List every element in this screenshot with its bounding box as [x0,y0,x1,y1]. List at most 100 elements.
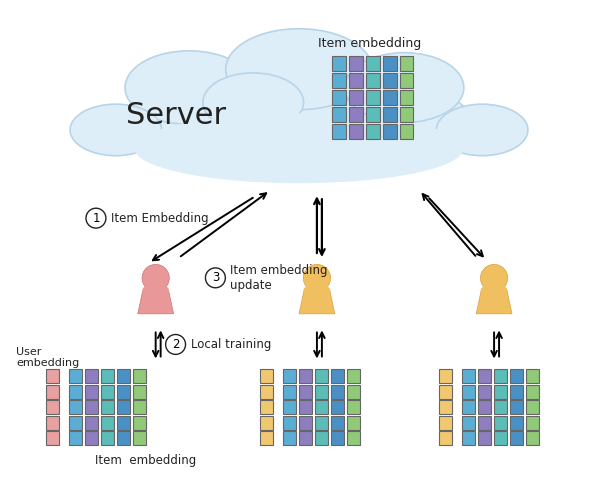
Ellipse shape [437,104,528,156]
Text: Local training: Local training [191,338,271,351]
Bar [260,431,273,446]
Bar [494,370,507,383]
Ellipse shape [203,73,304,132]
Bar [332,107,346,122]
Text: Item embedding: Item embedding [318,37,422,50]
Bar [117,400,130,414]
Bar [383,56,396,72]
Bar [85,431,98,446]
Ellipse shape [125,51,253,124]
Bar [69,400,82,414]
Bar [283,431,296,446]
Bar [440,400,452,414]
Ellipse shape [134,113,464,183]
Bar [46,431,59,446]
Bar [478,370,491,383]
Bar [526,431,539,446]
Bar [462,385,475,399]
Bar [510,431,523,446]
Bar [101,400,114,414]
Bar [526,400,539,414]
Bar [46,385,59,399]
Bar [347,385,360,399]
Polygon shape [476,290,512,314]
Ellipse shape [303,264,331,291]
Bar [133,400,146,414]
Bar [331,385,344,399]
Bar [366,56,380,72]
Bar [85,385,98,399]
Polygon shape [299,290,335,314]
Bar [69,416,82,430]
Bar [462,416,475,430]
Text: Server: Server [126,101,225,130]
Bar [510,400,523,414]
Bar [478,431,491,446]
Bar [494,385,507,399]
Bar [349,124,363,139]
Bar [283,400,296,414]
Bar [332,56,346,72]
Bar [526,370,539,383]
Bar [347,370,360,383]
Text: Item Embedding: Item Embedding [111,211,209,225]
Bar [366,73,380,88]
Bar [383,107,396,122]
Bar [315,400,328,414]
Bar [299,431,312,446]
Bar [462,400,475,414]
Bar [283,385,296,399]
Bar [260,400,273,414]
Bar [383,90,396,105]
Bar [299,370,312,383]
Bar [399,124,413,139]
Circle shape [86,208,106,228]
Bar [315,431,328,446]
Bar [478,416,491,430]
Bar [117,385,130,399]
Bar [101,385,114,399]
Text: 1: 1 [92,211,100,225]
Ellipse shape [481,284,508,297]
Polygon shape [138,290,173,314]
Bar [133,370,146,383]
Bar [366,90,380,105]
Bar [299,416,312,430]
Bar [46,370,59,383]
Bar [69,370,82,383]
Bar [510,416,523,430]
Bar [133,416,146,430]
Text: Item  embedding: Item embedding [95,454,196,467]
Bar [478,385,491,399]
Bar [331,431,344,446]
Text: User
embedding: User embedding [16,347,80,368]
Ellipse shape [142,284,169,297]
Bar [494,416,507,430]
Text: Item embedding
update: Item embedding update [230,264,328,292]
Bar [101,416,114,430]
Bar [349,56,363,72]
Bar [510,385,523,399]
Bar [283,370,296,383]
Circle shape [166,334,185,354]
Bar [117,416,130,430]
Bar [347,400,360,414]
Bar [117,431,130,446]
Bar [440,370,452,383]
Bar [331,400,344,414]
Bar [332,73,346,88]
Bar [526,385,539,399]
Bar [101,370,114,383]
Bar [366,124,380,139]
Bar [331,416,344,430]
Bar [332,90,346,105]
Circle shape [206,268,225,288]
Bar [69,431,82,446]
Bar [526,416,539,430]
Bar [299,400,312,414]
Bar [85,416,98,430]
Bar [260,370,273,383]
Bar [332,124,346,139]
Ellipse shape [225,29,373,110]
Bar [494,431,507,446]
